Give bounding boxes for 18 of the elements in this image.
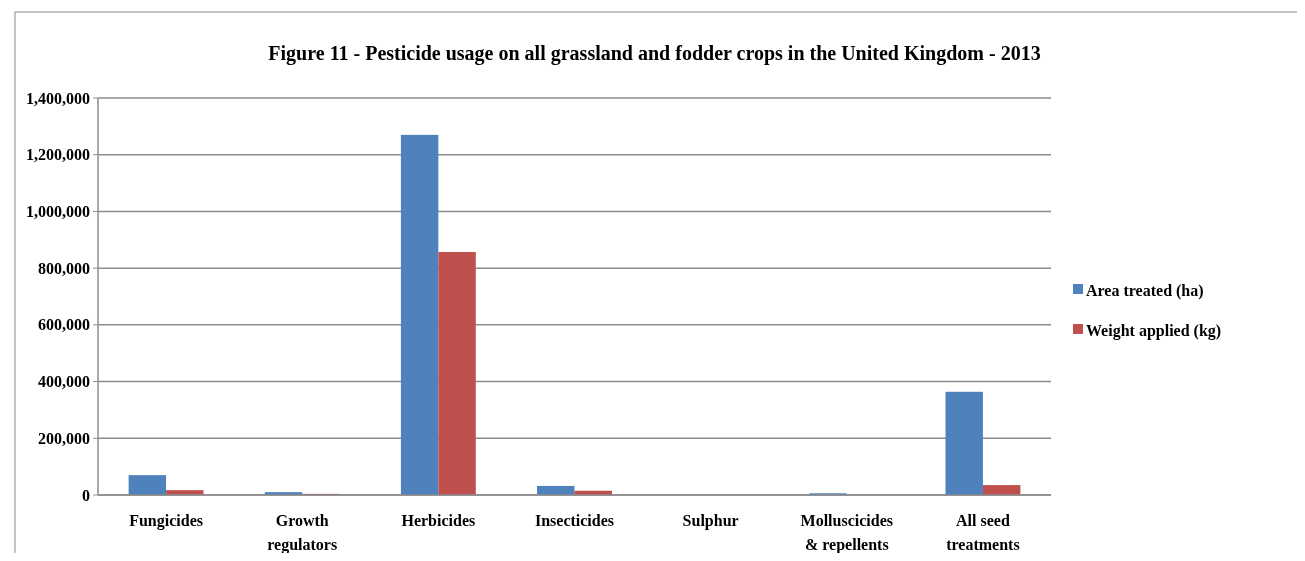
legend-label: Area treated (ha) bbox=[1086, 281, 1204, 300]
y-tick-label: 1,200,000 bbox=[26, 146, 90, 164]
x-tick-label: Sulphur bbox=[682, 512, 739, 530]
x-tick-label: Fungicides bbox=[129, 512, 203, 530]
x-tick-label: Insecticides bbox=[534, 512, 615, 529]
y-tick-label: 1,400,000 bbox=[26, 89, 90, 107]
chart-title: Figure 11 - Pesticide usage on all grassland and fodder crops in the United Kingdom - 2013 bbox=[268, 42, 1041, 65]
legend-label: Weight applied (kg) bbox=[1086, 321, 1222, 340]
y-tick-label: 1,000,000 bbox=[26, 203, 90, 221]
y-tick-label: 600,000 bbox=[38, 316, 90, 334]
x-tick-label: Molluscicides & repellents bbox=[800, 512, 893, 554]
y-tick-label: 800,000 bbox=[38, 259, 90, 277]
x-tick-label: Herbicides bbox=[401, 512, 476, 529]
y-tick-label: 400,000 bbox=[38, 373, 90, 391]
y-tick-label: 0 bbox=[82, 486, 90, 504]
y-tick-label: 200,000 bbox=[38, 429, 90, 447]
x-tick-label: All seed treatments bbox=[946, 512, 1020, 553]
x-tick-label: Growth regulators bbox=[267, 512, 338, 554]
